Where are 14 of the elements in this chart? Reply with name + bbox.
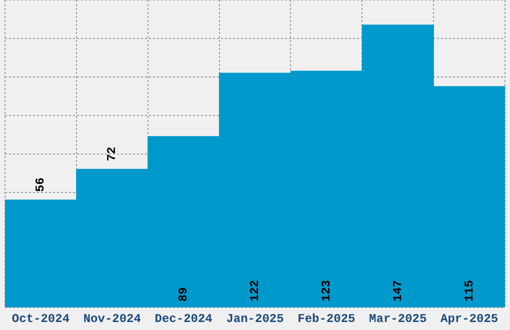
data-label: 72 (105, 146, 120, 162)
x-tick-label: Oct-2024 (12, 312, 70, 326)
x-tick-label: Feb-2025 (298, 312, 356, 326)
data-label: 123 (319, 280, 334, 302)
x-tick-label: Nov-2024 (83, 312, 141, 326)
data-label: 56 (34, 178, 48, 192)
data-label: 115 (462, 280, 476, 302)
data-label: 147 (390, 280, 405, 302)
data-label: 89 (176, 287, 191, 302)
x-tick-label: Dec-2024 (154, 312, 212, 326)
x-tick-label: Mar-2025 (369, 312, 427, 326)
x-tick-label: Jan-2025 (226, 312, 284, 326)
data-label: 122 (248, 280, 262, 302)
x-tick-label: Apr-2025 (440, 312, 498, 326)
